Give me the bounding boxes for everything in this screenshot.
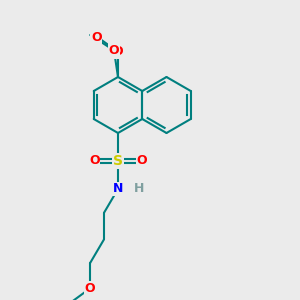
Text: N: N	[113, 182, 123, 196]
Text: O: O	[109, 44, 119, 57]
Text: O: O	[91, 31, 102, 44]
Text: O: O	[113, 45, 123, 58]
Text: O: O	[89, 154, 100, 167]
Text: H: H	[134, 182, 144, 196]
Text: O: O	[136, 154, 147, 167]
Text: S: S	[113, 154, 123, 168]
Text: O: O	[85, 282, 95, 295]
